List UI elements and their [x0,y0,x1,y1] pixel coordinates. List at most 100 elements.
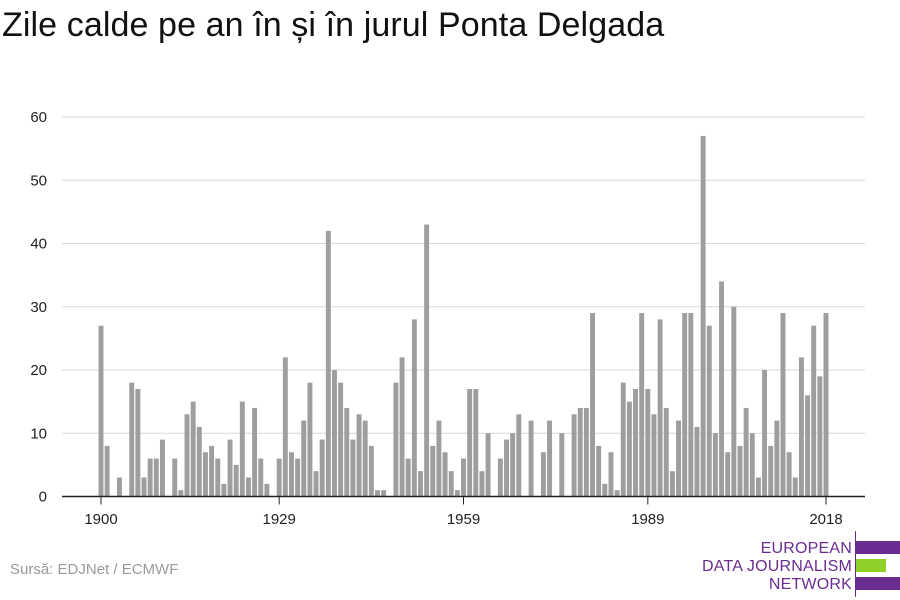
bar-1907 [141,477,147,497]
bar-1978 [577,407,583,497]
edjnet-logo: EUROPEAN DATA JOURNALISM NETWORK [690,531,900,597]
y-tick-label: 0 [39,489,47,506]
bar-1903 [116,477,122,497]
logo-bar-green [856,559,886,572]
bar-1944 [368,445,374,497]
bar-1965 [497,458,503,497]
bar-1993 [669,471,675,497]
bar-1957 [448,471,454,497]
bar-1906 [135,388,141,497]
bar-2008 [762,370,768,497]
bar-1962 [479,471,485,497]
bar-1930 [282,357,288,497]
bar-1966 [504,439,509,497]
bar-1961 [473,388,479,497]
bar-1986 [626,401,632,497]
logo-line-1: EUROPEAN [760,540,852,557]
bar-1968 [516,414,522,497]
bar-1905 [129,382,135,497]
bar-chart: 0 10 20 30 40 50 60 1900 1929 1959 1989 2018 [30,109,865,528]
bar-2011 [780,313,786,497]
bar-1992 [663,407,669,497]
bar-2005 [743,407,749,497]
bar-1940 [344,407,350,497]
bar-1918 [209,445,215,497]
bar-2007 [755,477,761,497]
bar-1949 [399,357,405,497]
logo-line-2: DATA JOURNALISM [702,558,852,575]
bar-1909 [153,458,159,497]
bar-1952 [418,471,423,497]
bar-2001 [719,281,725,497]
bar-2002 [725,452,731,497]
bar-1979 [583,407,589,497]
bar-1934 [307,382,313,497]
y-tick-label: 50 [30,172,47,189]
bar-1963 [485,433,491,497]
bar-1967 [510,433,516,497]
y-tick-label: 20 [30,362,47,379]
bar-1955 [436,420,442,497]
bar-1924 [245,477,251,497]
bar-1941 [350,439,356,497]
bar-1923 [239,401,245,497]
bar-1901 [104,445,110,497]
bar-2013 [792,477,798,497]
bar-1925 [252,407,258,497]
bar-1956 [442,452,448,497]
bar-1959 [461,458,466,497]
y-tick-label: 10 [30,425,47,442]
bar-1970 [528,420,534,497]
logo-bar-purple-bottom [856,577,900,590]
bar-1954 [430,445,436,497]
bar-1919 [215,458,221,497]
bar-1983 [608,452,614,497]
bar-2018 [823,313,829,497]
bar-1973 [547,420,552,497]
bar-1950 [405,458,411,497]
bar-2016 [811,325,817,497]
bar-1994 [676,420,682,497]
x-tick-label: 1989 [631,511,664,528]
bar-1932 [295,458,301,497]
bar-1937 [325,230,331,497]
bar-1927 [264,483,270,497]
chart-title: Zile calde pe an în și în jurul Ponta De… [2,6,665,44]
x-tick-label: 2018 [809,511,842,528]
bar-1988 [639,313,645,497]
bar-2000 [712,433,718,497]
bar-1936 [319,439,325,497]
bar-1997 [694,426,700,497]
bar-1951 [411,319,417,497]
bar-1960 [467,388,473,497]
bar-2003 [731,306,737,497]
bar-1917 [202,452,208,497]
bar-1915 [190,401,196,497]
bar-1980 [590,313,595,497]
bar-1984 [614,490,620,497]
bar-1999 [706,325,712,497]
source-note: Sursă: EDJNet / ECMWF [10,561,179,578]
logo-line-3: NETWORK [768,576,852,593]
bar-1981 [596,445,602,497]
bar-1931 [288,452,294,497]
bar-1922 [233,464,239,497]
bar-1910 [159,439,165,497]
bar-1913 [178,490,184,497]
bar-1990 [651,414,657,497]
bars [98,135,829,497]
bar-1920 [221,483,227,497]
bar-1943 [362,420,368,497]
bar-1912 [172,458,178,497]
bar-1945 [375,490,380,497]
bar-1926 [258,458,264,497]
bar-1933 [301,420,307,497]
bar-1996 [688,313,694,497]
bar-2004 [737,445,743,497]
bar-1987 [633,388,638,497]
x-tick-label: 1959 [447,511,480,528]
x-tick-label: 1900 [84,511,117,528]
bar-1982 [602,483,608,497]
bar-1900 [98,325,104,497]
bar-1921 [227,439,233,497]
